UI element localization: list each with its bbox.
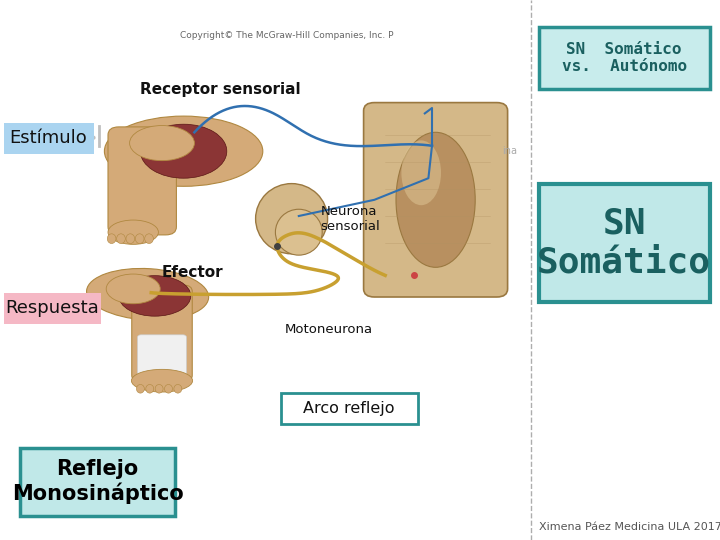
Ellipse shape [140, 124, 227, 178]
FancyBboxPatch shape [281, 393, 418, 424]
Text: SN  Somático
vs.  Autónomo: SN Somático vs. Autónomo [562, 42, 687, 74]
FancyBboxPatch shape [364, 103, 508, 297]
Ellipse shape [165, 384, 173, 393]
Ellipse shape [126, 234, 135, 244]
Ellipse shape [174, 384, 181, 393]
Text: Respuesta: Respuesta [5, 299, 99, 318]
Text: Estímulo: Estímulo [10, 129, 87, 147]
Text: Efector: Efector [162, 265, 224, 280]
Ellipse shape [402, 140, 441, 205]
Ellipse shape [132, 369, 193, 392]
FancyBboxPatch shape [108, 127, 176, 235]
FancyBboxPatch shape [4, 123, 94, 154]
Ellipse shape [276, 210, 323, 255]
Ellipse shape [396, 132, 475, 267]
FancyBboxPatch shape [539, 184, 710, 302]
Ellipse shape [104, 116, 263, 186]
Text: Ximena Páez Medicina ULA 2017: Ximena Páez Medicina ULA 2017 [539, 522, 720, 531]
Text: ina: ina [503, 146, 518, 156]
Text: SN
Somático: SN Somático [537, 206, 711, 280]
Ellipse shape [119, 275, 191, 316]
Ellipse shape [135, 234, 144, 244]
Ellipse shape [86, 268, 209, 320]
Text: Copyright© The McGraw-Hill Companies, Inc. P: Copyright© The McGraw-Hill Companies, In… [180, 31, 394, 39]
Ellipse shape [108, 220, 158, 244]
Ellipse shape [145, 234, 153, 244]
Text: Receptor sensorial: Receptor sensorial [140, 82, 301, 97]
Ellipse shape [107, 274, 160, 303]
Text: Neurona
sensorial: Neurona sensorial [320, 205, 380, 233]
Ellipse shape [145, 384, 154, 393]
Ellipse shape [137, 384, 145, 393]
FancyBboxPatch shape [20, 448, 175, 516]
Text: Motoneurona: Motoneurona [284, 323, 372, 336]
Ellipse shape [130, 126, 194, 161]
Ellipse shape [117, 234, 125, 244]
Ellipse shape [256, 184, 328, 254]
FancyBboxPatch shape [138, 335, 186, 378]
Ellipse shape [107, 234, 116, 244]
Text: Reflejo
Monosináptico: Reflejo Monosináptico [12, 460, 184, 504]
FancyBboxPatch shape [132, 285, 192, 382]
FancyBboxPatch shape [4, 293, 101, 324]
FancyBboxPatch shape [539, 27, 710, 89]
Text: Arco reflejo: Arco reflejo [303, 401, 395, 416]
Ellipse shape [156, 384, 163, 393]
